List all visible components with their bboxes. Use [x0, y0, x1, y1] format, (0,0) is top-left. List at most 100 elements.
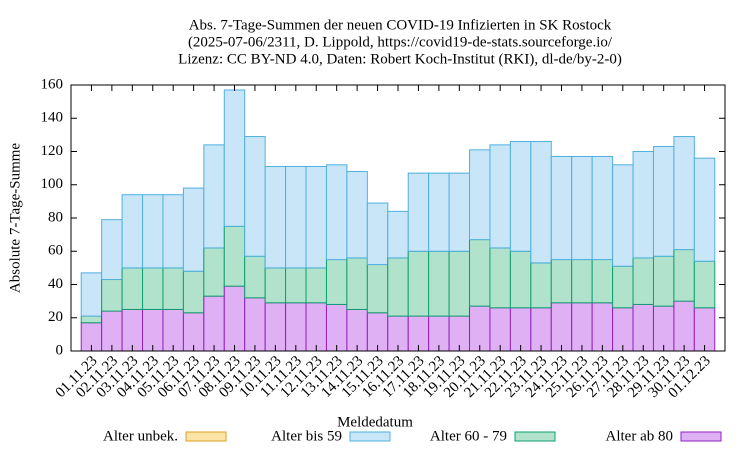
- bar-segment: [693, 307, 716, 352]
- bar-segment: [162, 308, 184, 352]
- bar-segment: [530, 262, 552, 309]
- bar-segment: [509, 307, 532, 352]
- bar-segment: [509, 141, 532, 252]
- bar-segment: [489, 307, 511, 352]
- bar-segment: [142, 194, 164, 269]
- bar-segment: [632, 257, 654, 305]
- bar-segment: [142, 308, 164, 352]
- bar-segment: [469, 305, 491, 352]
- bar-segment: [612, 307, 634, 352]
- bar-segment: [264, 267, 287, 304]
- chart-title: Abs. 7-Tage-Summen der neuen COVID-19 In…: [189, 17, 612, 33]
- bar-segment: [550, 155, 573, 261]
- bar-segment: [325, 164, 348, 261]
- bar-segment: [264, 302, 287, 352]
- legend-swatch: [349, 431, 391, 442]
- bar-segment: [652, 146, 675, 257]
- bar-segment: [182, 270, 205, 314]
- bar-segment: [244, 297, 266, 352]
- y-tick-label: 80: [48, 209, 63, 225]
- bar-segment: [632, 151, 654, 259]
- bar-segment: [264, 165, 287, 269]
- legend-label: Alter bis 59: [271, 428, 342, 444]
- bar-segment: [428, 250, 450, 317]
- legend-swatch: [680, 431, 722, 442]
- bar-segment: [285, 302, 307, 352]
- y-tick-label: 40: [48, 276, 63, 292]
- bar-segment: [223, 89, 246, 227]
- bar-segment: [448, 172, 471, 252]
- bar-segment: [325, 259, 348, 305]
- legend-label: Alter unbek.: [103, 428, 178, 444]
- bar-segment: [612, 164, 634, 267]
- bar-segment: [305, 302, 327, 352]
- bar-segment: [223, 225, 246, 287]
- bar-segment: [550, 302, 573, 352]
- bar-segment: [591, 259, 614, 304]
- y-tick-label: 120: [41, 143, 64, 159]
- chart-title: (2025-07-06/2311, D. Lippold, https://co…: [188, 34, 613, 50]
- bar-segment: [387, 257, 409, 317]
- bar-segment: [673, 249, 695, 302]
- bar-segment: [652, 255, 675, 307]
- bar-segment: [387, 210, 409, 259]
- bar-segment: [652, 305, 675, 352]
- bar-segment: [346, 308, 368, 352]
- bar-segment: [80, 315, 103, 324]
- y-tick-label: 0: [56, 342, 64, 358]
- bar-segment: [121, 194, 144, 269]
- bar-segment: [509, 250, 532, 309]
- y-tick-label: 100: [41, 176, 64, 192]
- bar-segment: [203, 144, 225, 249]
- bar-segment: [80, 272, 103, 317]
- bar-segment: [203, 295, 225, 352]
- bar-segment: [101, 279, 123, 312]
- bar-segment: [325, 303, 348, 352]
- y-tick-label: 160: [41, 76, 64, 92]
- legend-swatch: [514, 431, 556, 442]
- bar-segment: [612, 265, 634, 309]
- x-axis-label: Meldedatum: [337, 414, 413, 430]
- bar-segment: [305, 165, 327, 269]
- plot-frame: [70, 84, 726, 352]
- bar-segment: [571, 302, 593, 352]
- bar-segment: [366, 264, 389, 314]
- bar-segment: [469, 239, 491, 307]
- bar-segment: [469, 149, 491, 241]
- y-tick-label: 20: [48, 309, 63, 325]
- bar-segment: [428, 172, 450, 252]
- bar-segment: [693, 157, 716, 262]
- bar-segment: [346, 257, 368, 310]
- bar-segment: [591, 155, 614, 261]
- chart-title: Lizenz: CC BY-ND 4.0, Daten: Robert Koch…: [178, 51, 622, 67]
- bar-segment: [142, 267, 164, 310]
- y-axis-label: Absolute 7-Tage-Summe: [7, 143, 23, 294]
- bar-segment: [489, 247, 511, 309]
- bar-segment: [162, 267, 184, 310]
- legend-label: Alter 60 - 79: [430, 428, 507, 444]
- bar-segment: [366, 202, 389, 266]
- bar-segment: [305, 267, 327, 304]
- bar-segment: [285, 267, 307, 304]
- bar-segment: [285, 165, 307, 269]
- y-tick-label: 60: [48, 243, 63, 259]
- bar-segment: [591, 302, 614, 352]
- bar-segment: [407, 172, 430, 252]
- bar-segment: [673, 300, 695, 352]
- legend-swatch: [185, 431, 227, 442]
- bar-segment: [407, 250, 430, 317]
- bar-segment: [162, 194, 184, 269]
- bar-segment: [182, 187, 205, 272]
- bar-segment: [673, 136, 695, 251]
- bar-segment: [571, 155, 593, 261]
- y-tick-label: 140: [41, 110, 64, 126]
- bar-segment: [244, 255, 266, 299]
- legend-label: Alter ab 80: [606, 428, 673, 444]
- bar-segment: [448, 250, 471, 317]
- bar-segment: [244, 136, 266, 257]
- bar-segment: [121, 267, 144, 310]
- bar-segment: [101, 219, 123, 281]
- bar-segment: [550, 259, 573, 304]
- bar-segment: [489, 144, 511, 249]
